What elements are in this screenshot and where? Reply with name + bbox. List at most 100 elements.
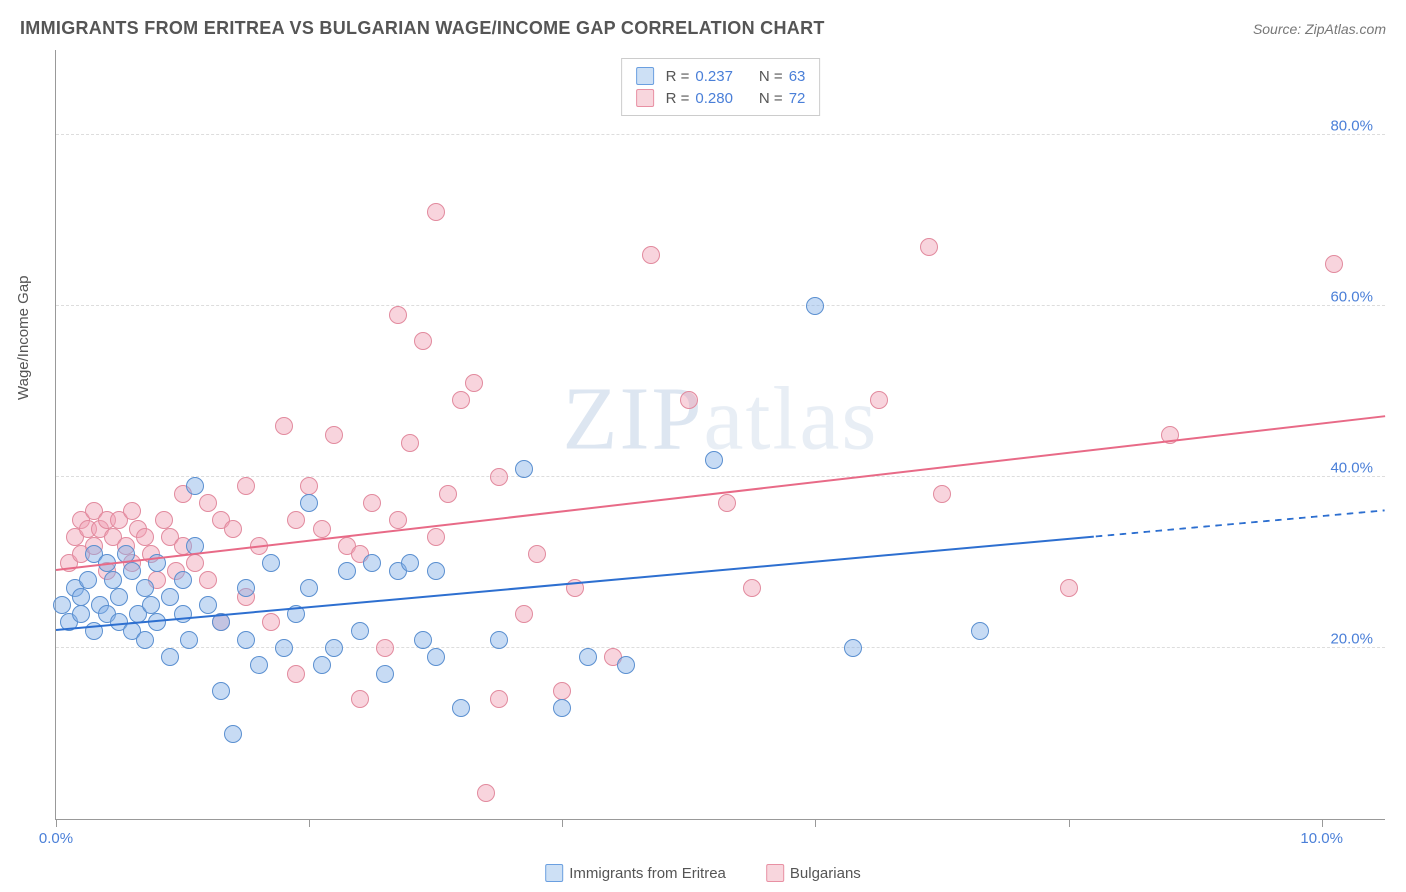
y-tick-label: 40.0%: [1293, 460, 1373, 477]
data-point-blue: [237, 579, 255, 597]
data-point-pink: [351, 690, 369, 708]
data-point-blue: [414, 631, 432, 649]
x-tick: [815, 819, 816, 827]
data-point-pink: [427, 528, 445, 546]
y-tick-label: 60.0%: [1293, 289, 1373, 306]
data-point-pink: [680, 391, 698, 409]
data-point-pink: [325, 426, 343, 444]
data-point-pink: [718, 494, 736, 512]
legend-n-value: 72: [789, 90, 806, 107]
data-point-blue: [72, 588, 90, 606]
chart-header: IMMIGRANTS FROM ERITREA VS BULGARIAN WAG…: [20, 18, 1386, 39]
gridline: [56, 476, 1385, 477]
x-tick: [562, 819, 563, 827]
gridline: [56, 647, 1385, 648]
data-point-blue: [490, 631, 508, 649]
data-point-blue: [275, 639, 293, 657]
data-point-blue: [199, 596, 217, 614]
data-point-blue: [452, 699, 470, 717]
chart-title: IMMIGRANTS FROM ERITREA VS BULGARIAN WAG…: [20, 18, 825, 39]
legend-swatch-pink: [636, 89, 654, 107]
data-point-pink: [490, 690, 508, 708]
data-point-pink: [275, 417, 293, 435]
data-point-pink: [477, 784, 495, 802]
data-point-pink: [389, 511, 407, 529]
data-point-blue: [515, 460, 533, 478]
gridline: [56, 305, 1385, 306]
data-point-blue: [250, 656, 268, 674]
data-point-pink: [528, 545, 546, 563]
legend-swatch-blue: [636, 67, 654, 85]
data-point-pink: [389, 306, 407, 324]
y-tick-label: 20.0%: [1293, 631, 1373, 648]
legend-n-value: 63: [789, 68, 806, 85]
data-point-pink: [376, 639, 394, 657]
watermark-suffix: atlas: [704, 370, 879, 469]
data-point-blue: [401, 554, 419, 572]
x-tick: [309, 819, 310, 827]
data-point-blue: [325, 639, 343, 657]
data-point-blue: [617, 656, 635, 674]
data-point-pink: [123, 502, 141, 520]
data-point-blue: [705, 451, 723, 469]
data-point-pink: [186, 554, 204, 572]
legend-swatch-blue: [545, 864, 563, 882]
data-point-pink: [414, 332, 432, 350]
data-point-pink: [465, 374, 483, 392]
y-axis-label: Wage/Income Gap: [15, 275, 32, 400]
data-point-blue: [136, 579, 154, 597]
data-point-pink: [136, 528, 154, 546]
legend-row: R = 0.237 N = 63: [636, 65, 806, 87]
data-point-blue: [136, 631, 154, 649]
gridline: [56, 134, 1385, 135]
data-point-pink: [427, 203, 445, 221]
data-point-pink: [452, 391, 470, 409]
data-point-pink: [313, 520, 331, 538]
data-point-blue: [363, 554, 381, 572]
data-point-blue: [338, 562, 356, 580]
data-point-pink: [933, 485, 951, 503]
data-point-pink: [363, 494, 381, 512]
trendline-pink: [56, 415, 1385, 571]
data-point-blue: [72, 605, 90, 623]
data-point-pink: [870, 391, 888, 409]
data-point-blue: [161, 588, 179, 606]
x-tick-label-right: 10.0%: [1300, 830, 1343, 847]
data-point-pink: [199, 494, 217, 512]
y-tick-label: 80.0%: [1293, 118, 1373, 135]
data-point-pink: [401, 434, 419, 452]
x-tick-label-left: 0.0%: [39, 830, 73, 847]
data-point-blue: [427, 562, 445, 580]
data-point-pink: [1060, 579, 1078, 597]
data-point-blue: [300, 579, 318, 597]
legend-n-label: N =: [759, 90, 783, 107]
legend-swatch-pink: [766, 864, 784, 882]
data-point-blue: [186, 477, 204, 495]
legend-item: Bulgarians: [766, 864, 861, 882]
data-point-pink: [199, 571, 217, 589]
x-tick: [1069, 819, 1070, 827]
data-point-blue: [579, 648, 597, 666]
data-point-blue: [110, 588, 128, 606]
data-point-pink: [224, 520, 242, 538]
data-point-blue: [161, 648, 179, 666]
data-point-blue: [553, 699, 571, 717]
data-point-blue: [844, 639, 862, 657]
data-point-pink: [287, 511, 305, 529]
data-point-blue: [123, 562, 141, 580]
data-point-pink: [1325, 255, 1343, 273]
data-point-blue: [79, 571, 97, 589]
watermark-prefix: ZIP: [563, 370, 704, 469]
data-point-pink: [920, 238, 938, 256]
data-point-blue: [174, 605, 192, 623]
data-point-blue: [174, 571, 192, 589]
data-point-blue: [313, 656, 331, 674]
data-point-blue: [148, 613, 166, 631]
legend-r-value: 0.237: [695, 68, 733, 85]
data-point-pink: [439, 485, 457, 503]
x-tick: [1322, 819, 1323, 827]
legend-label: Immigrants from Eritrea: [569, 865, 726, 882]
chart-source: Source: ZipAtlas.com: [1253, 21, 1386, 37]
data-point-blue: [224, 725, 242, 743]
data-point-blue: [104, 571, 122, 589]
